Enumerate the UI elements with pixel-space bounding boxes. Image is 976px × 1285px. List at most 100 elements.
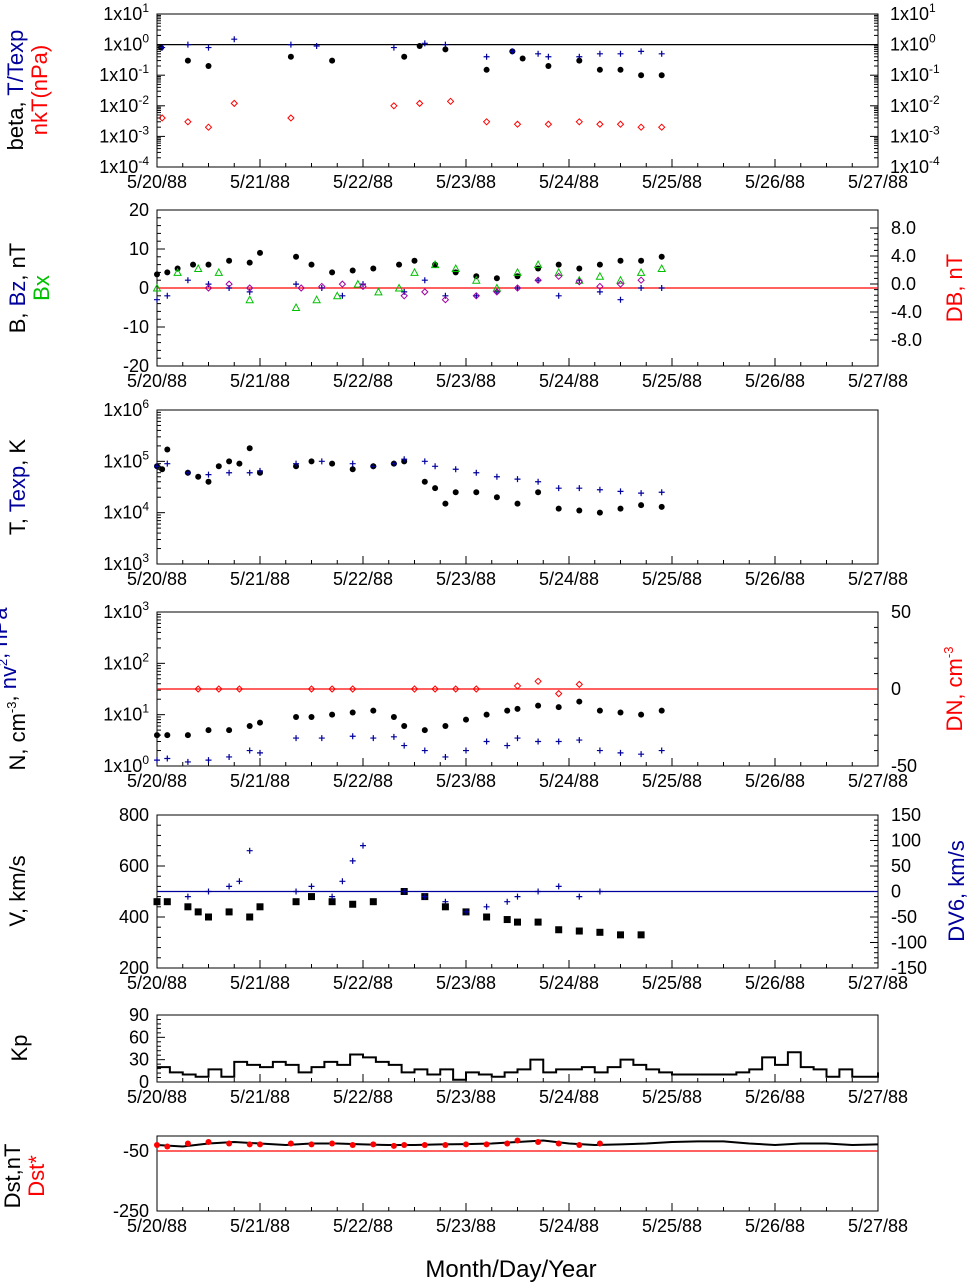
n-nv--point	[293, 735, 300, 742]
v-v-point	[292, 898, 300, 906]
b-x-tick-label: 5/27/88	[848, 371, 908, 391]
b-bx-point	[430, 260, 440, 269]
n-nv--point	[401, 742, 408, 749]
b-bx-point	[394, 283, 404, 292]
b-b-point	[308, 261, 315, 268]
v-v-point	[441, 903, 449, 911]
n-dn-point	[235, 685, 244, 693]
n-n-point	[514, 705, 521, 712]
b-bx-point	[152, 283, 162, 292]
beta-beta-point	[638, 72, 645, 79]
dst-dst--point	[401, 1142, 408, 1148]
t-t-point	[638, 502, 645, 509]
dst-dst--point	[483, 1141, 490, 1148]
v-dv6-point	[504, 898, 511, 905]
t-texp-point	[154, 463, 160, 470]
t-texp-point	[452, 466, 459, 473]
t-texp-point	[473, 469, 480, 476]
n-x-tick-label: 5/21/88	[230, 771, 290, 791]
beta-t-texp-point	[545, 53, 552, 60]
t-x-tick-label: 5/20/88	[127, 569, 187, 589]
b-b-point	[411, 257, 418, 264]
b-bz-point	[658, 285, 665, 291]
b-b-point	[154, 271, 160, 278]
b-db-point	[493, 288, 501, 296]
v-v-point	[328, 898, 336, 906]
v-v-point	[617, 931, 624, 939]
t-t-point	[349, 466, 356, 473]
t-texp-point	[432, 463, 439, 470]
b-bx-point	[245, 295, 255, 304]
b-bz-point	[401, 288, 408, 295]
t-t-point	[576, 507, 583, 514]
beta-beta-point	[416, 43, 423, 50]
n-nv--point	[349, 733, 356, 740]
b-b-point	[596, 261, 603, 268]
dst-dst--point	[370, 1141, 377, 1148]
b-bz-point	[617, 296, 624, 303]
v-x-tick-label: 5/27/88	[848, 973, 908, 993]
n-n-point	[596, 707, 603, 714]
dst-dst--point	[390, 1142, 397, 1149]
n-dn-point	[215, 685, 223, 693]
n-right-y-tick-label: -50	[891, 756, 917, 776]
v-dv6-point	[308, 883, 315, 890]
b-bz-point	[184, 277, 191, 284]
b-db-point	[513, 284, 522, 292]
t-t-point	[215, 463, 222, 470]
v-dv6-point	[401, 888, 408, 895]
b-b-point	[293, 253, 300, 260]
beta-beta-point	[184, 57, 191, 64]
t-t-point	[308, 458, 315, 465]
t-x-tick-label: 5/25/88	[642, 569, 702, 589]
t-texp-point	[555, 485, 562, 492]
b-bz-point	[638, 285, 645, 291]
beta-beta-point	[205, 62, 212, 69]
beta-beta-point	[287, 53, 294, 60]
t-y-axis-label-line: T, Texp, K	[5, 439, 30, 536]
v-dv6-point	[576, 893, 583, 900]
t-t-point	[452, 489, 459, 496]
t-texp-point	[514, 476, 521, 483]
n-nv--point	[318, 735, 325, 742]
v-v-point	[205, 913, 212, 921]
v-dv6-point	[555, 883, 562, 890]
t-t-point	[442, 500, 449, 507]
t-frame	[156, 409, 879, 565]
kp-y-axis-label: Kp	[7, 1035, 32, 1062]
b-bz-point	[154, 296, 160, 303]
n-n-point	[504, 707, 511, 714]
v-v-point	[534, 918, 542, 926]
v-dv6-point	[514, 893, 521, 900]
beta-t-texp-point	[184, 41, 191, 48]
v-x-tick-label: 5/23/88	[436, 973, 496, 993]
beta-nkt-npa--point	[158, 114, 166, 122]
kp-y-tick-label: 30	[129, 1050, 149, 1070]
beta-y-axis-label-line: beta, T/Texp	[3, 30, 28, 151]
n-dn-point	[575, 680, 584, 689]
b-bx-point	[471, 275, 481, 284]
t-t-point	[658, 503, 665, 510]
b-db-point	[441, 295, 450, 304]
n-dn-point	[307, 685, 316, 693]
v-v-point	[194, 908, 202, 916]
n-nv--point	[184, 758, 191, 765]
n-nv--point	[390, 733, 397, 740]
b-db-point	[534, 276, 542, 284]
b-bx-point	[595, 271, 605, 280]
beta-x-tick-label: 5/23/88	[436, 172, 496, 192]
t-t-point	[473, 489, 480, 496]
beta-t-texp-point	[421, 40, 428, 47]
t-texp-point	[205, 471, 212, 478]
v-dv6-point	[293, 888, 300, 895]
b-bx-point	[492, 283, 502, 292]
b-x-tick-label: 5/25/88	[642, 371, 702, 391]
v-dv6-point	[596, 888, 603, 895]
kp-y-tick-label: 0	[139, 1072, 149, 1092]
n-dn-point	[472, 685, 481, 693]
dst-dst--point	[308, 1141, 315, 1148]
n-n-point	[638, 711, 645, 718]
n-n-point	[308, 714, 315, 721]
b-bz-point	[442, 292, 449, 299]
n-right-y-tick-label: 50	[891, 602, 911, 622]
